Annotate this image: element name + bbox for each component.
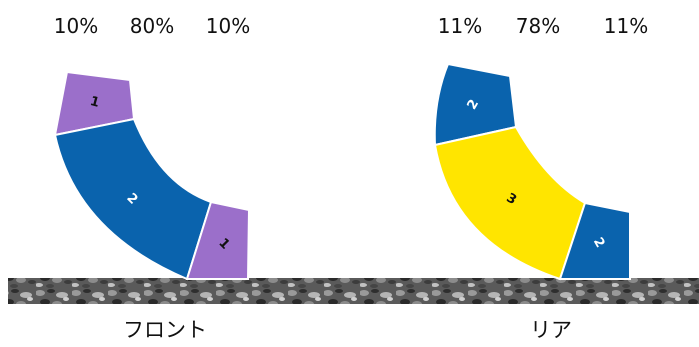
rear-caption: リア: [530, 318, 572, 342]
panel-rear: 11% 78% 11% 2 3 2 リア: [433, 14, 648, 342]
front-percent-label-1: 10%: [54, 14, 98, 38]
rear-percent-label-3: 11%: [604, 14, 648, 38]
front-percent-label-2: 80%: [130, 14, 174, 38]
rear-percent-label-2: 78%: [516, 14, 560, 38]
panel-front: 10% 80% 10% 1 2 1 フロント: [53, 14, 251, 342]
front-segment-3: [185, 200, 251, 280]
front-percent-label-3: 10%: [206, 14, 250, 38]
ground-texture: [8, 278, 699, 304]
rear-percent-label-1: 11%: [438, 14, 482, 38]
front-caption: フロント: [123, 318, 207, 342]
rear-segment-3: [558, 201, 631, 280]
front-segment-1-label: 1: [88, 94, 101, 111]
